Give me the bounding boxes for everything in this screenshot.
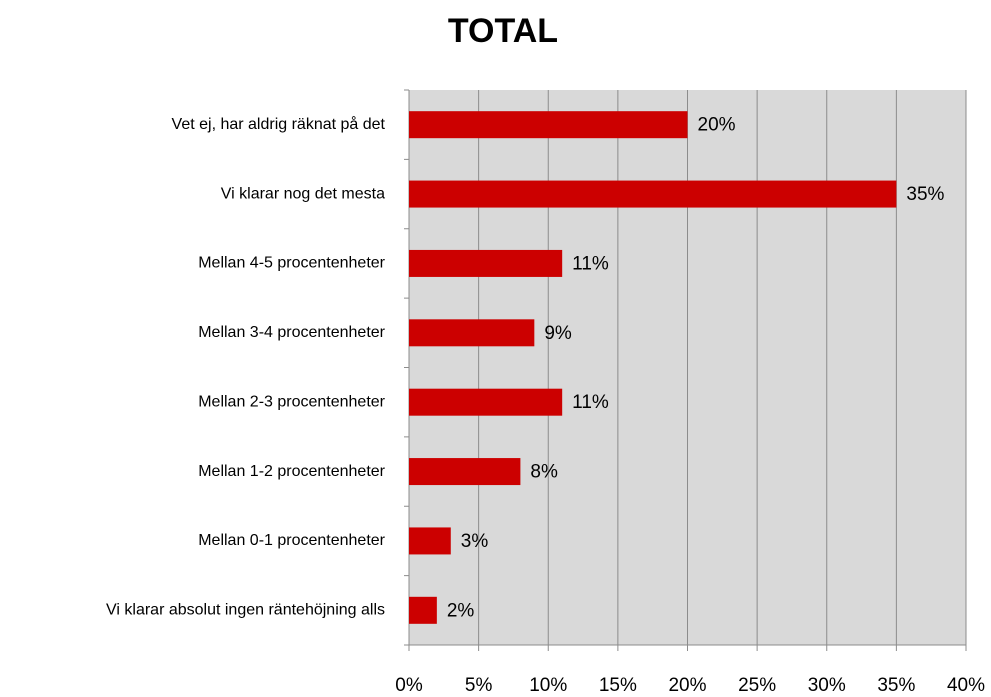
value-label: 2%: [447, 600, 475, 621]
value-label: 9%: [544, 323, 572, 344]
x-tick-label: 35%: [877, 675, 915, 696]
bar: [409, 388, 563, 416]
value-label: 3%: [461, 531, 489, 552]
bar: [409, 111, 688, 139]
chart-title: TOTAL: [448, 12, 558, 50]
y-tick-label: Vet ej, har aldrig räknat på det: [172, 115, 386, 133]
y-tick-label: Mellan 4-5 procentenheter: [198, 255, 385, 272]
x-tick-label: 10%: [529, 675, 567, 696]
bar: [409, 596, 437, 624]
x-tick-label: 15%: [599, 675, 637, 696]
value-label: 20%: [698, 115, 736, 136]
y-tick-label: Mellan 0-1 procentenheter: [198, 532, 385, 549]
x-tick-label: 5%: [465, 675, 493, 696]
x-tick-label: 0%: [395, 675, 423, 696]
bar: [409, 458, 521, 486]
value-label: 8%: [530, 462, 558, 483]
y-tick-label: Mellan 3-4 procentenheter: [198, 324, 385, 341]
y-tick-label: Mellan 2-3 procentenheter: [198, 393, 385, 410]
bar: [409, 249, 563, 277]
value-label: 11%: [572, 392, 609, 413]
bar: [409, 527, 451, 555]
bar: [409, 180, 897, 208]
y-tick-label: Vi klarar nog det mesta: [221, 185, 385, 202]
x-tick-label: 40%: [947, 675, 985, 696]
x-tick-label: 25%: [738, 675, 776, 696]
x-tick-label: 20%: [668, 675, 706, 696]
y-tick-label: Vi klarar absolut ingen räntehöjning all…: [106, 602, 385, 619]
y-tick-label: Mellan 1-2 procentenheter: [198, 463, 385, 480]
bar: [409, 319, 535, 347]
value-label: 35%: [906, 184, 944, 205]
value-label: 11%: [572, 253, 609, 274]
x-tick-label: 30%: [808, 675, 846, 696]
